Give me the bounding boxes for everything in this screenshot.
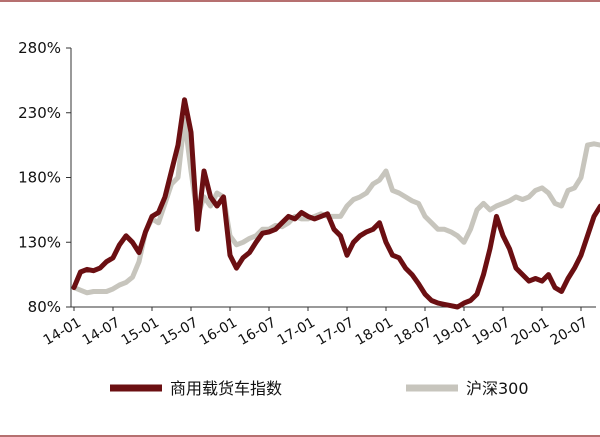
legend-label-commercial-truck-index: 商用载货车指数 <box>170 379 282 398</box>
x-tick-label: 15-01 <box>119 315 162 349</box>
x-tick-label: 20-07 <box>548 315 591 349</box>
y-tick-label: 180% <box>18 169 61 187</box>
y-tick-label: 80% <box>28 298 61 316</box>
y-axis: 80% 130% 180% 230% 280% <box>18 39 72 316</box>
x-tick-label: 18-07 <box>392 315 435 349</box>
legend-label-csi300: 沪深300 <box>466 379 529 398</box>
y-tick-label: 280% <box>18 39 61 57</box>
x-tick-label: 19-01 <box>431 315 474 349</box>
x-tick-label: 17-07 <box>314 315 357 349</box>
legend-item-csi300: 沪深300 <box>406 379 529 398</box>
series-line-csi300 <box>71 116 600 296</box>
x-ticks: 14-0114-0715-0115-0716-0116-0717-0117-07… <box>41 307 591 349</box>
y-tick-label: 230% <box>18 104 61 122</box>
legend-item-commercial-truck-index: 商用载货车指数 <box>110 379 282 398</box>
y-ticks: 80% 130% 180% 230% 280% <box>18 39 71 316</box>
series-line-commercial-truck-index <box>71 97 600 310</box>
x-tick-label: 18-01 <box>353 315 396 349</box>
x-tick-label: 17-01 <box>275 315 318 349</box>
x-tick-label: 16-01 <box>197 315 240 349</box>
x-tick-label: 20-01 <box>509 315 552 349</box>
legend: 商用载货车指数 沪深300 <box>110 379 529 398</box>
series-lines <box>71 97 600 310</box>
x-tick-label: 14-07 <box>80 315 123 349</box>
x-tick-label: 15-07 <box>158 315 201 349</box>
x-tick-label: 14-01 <box>41 315 84 349</box>
y-tick-label: 130% <box>18 233 61 251</box>
x-tick-label: 16-07 <box>236 315 279 349</box>
x-tick-label: 19-07 <box>470 315 513 349</box>
x-axis: 14-0114-0715-0115-0716-0116-0717-0117-07… <box>41 306 596 349</box>
